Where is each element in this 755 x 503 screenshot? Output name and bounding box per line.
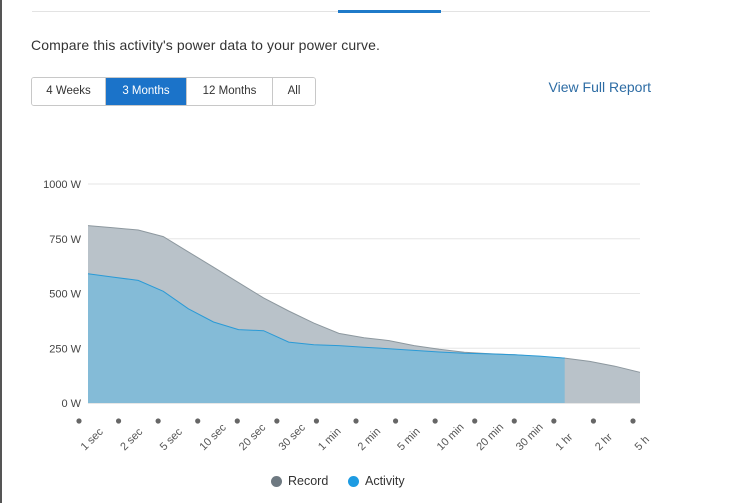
x-tick-label: 2 sec bbox=[118, 426, 145, 453]
y-tick-label: 750 W bbox=[49, 234, 81, 246]
x-axis-dot bbox=[76, 418, 82, 424]
y-tick-label: 1000 W bbox=[43, 179, 82, 191]
activity-dot-icon bbox=[348, 475, 359, 487]
x-tick-label: 10 min bbox=[435, 421, 467, 453]
x-tick-label: 30 min bbox=[514, 421, 546, 453]
x-tick-label: 5 sec bbox=[158, 426, 185, 453]
legend-record[interactable]: Record bbox=[271, 474, 328, 488]
view-full-report-link[interactable]: View Full Report bbox=[548, 79, 651, 95]
x-axis-dot bbox=[353, 418, 359, 424]
active-tab-indicator bbox=[338, 10, 441, 13]
x-tick-label: 5 h bbox=[633, 434, 652, 453]
x-axis-dot bbox=[392, 418, 399, 424]
x-tick-label: 30 sec bbox=[276, 421, 308, 453]
x-axis-dot bbox=[195, 418, 201, 424]
x-axis-dot bbox=[115, 418, 122, 424]
x-axis-dot bbox=[551, 418, 557, 424]
range-3-months-button[interactable]: 3 Months bbox=[106, 78, 187, 105]
x-axis-dot bbox=[590, 418, 597, 424]
legend-activity-label: Activity bbox=[365, 474, 405, 488]
x-tick-label: 10 sec bbox=[197, 421, 229, 453]
legend-record-label: Record bbox=[288, 474, 329, 488]
range-all-button[interactable]: All bbox=[273, 78, 315, 105]
x-axis-dot bbox=[630, 418, 636, 424]
x-tick-label: 20 min bbox=[474, 421, 506, 453]
range-12-months-button[interactable]: 12 Months bbox=[187, 78, 273, 105]
x-tick-label: 2 hr bbox=[593, 431, 615, 453]
x-axis-dot bbox=[432, 418, 438, 424]
x-axis-dot bbox=[511, 418, 517, 424]
x-axis-dot bbox=[274, 418, 280, 424]
x-tick-label: 20 sec bbox=[237, 421, 269, 453]
x-axis-dot bbox=[155, 418, 161, 424]
y-tick-label: 250 W bbox=[49, 343, 81, 355]
y-tick-label: 500 W bbox=[49, 289, 81, 301]
chart-legend: Record Activity bbox=[0, 474, 755, 492]
x-tick-label: 1 min bbox=[316, 426, 344, 454]
activity-line bbox=[87, 273, 565, 359]
x-axis-dot bbox=[313, 418, 320, 424]
activity-area bbox=[88, 273, 565, 403]
power-curve-chart: 1000 W 750 W 500 W 250 W 0 W 1 sec 2 sec 5 sec 1… bbox=[43, 179, 652, 454]
record-dot-icon bbox=[271, 475, 282, 487]
x-axis-dot bbox=[472, 418, 478, 424]
left-border bbox=[0, 0, 2, 503]
range-4-weeks-button[interactable]: 4 Weeks bbox=[32, 78, 106, 105]
x-tick-label: 1 hr bbox=[553, 431, 575, 453]
range-selector: 4 Weeks 3 Months 12 Months All bbox=[31, 77, 316, 106]
x-tick-label: 5 min bbox=[395, 426, 423, 454]
x-tick-label: 1 sec bbox=[79, 426, 106, 453]
legend-activity[interactable]: Activity bbox=[348, 474, 405, 488]
x-axis-dot bbox=[234, 418, 240, 424]
y-tick-label: 0 W bbox=[61, 398, 81, 410]
power-curve-subtitle: Compare this activity's power data to yo… bbox=[31, 37, 380, 53]
x-tick-label: 2 min bbox=[356, 426, 384, 454]
